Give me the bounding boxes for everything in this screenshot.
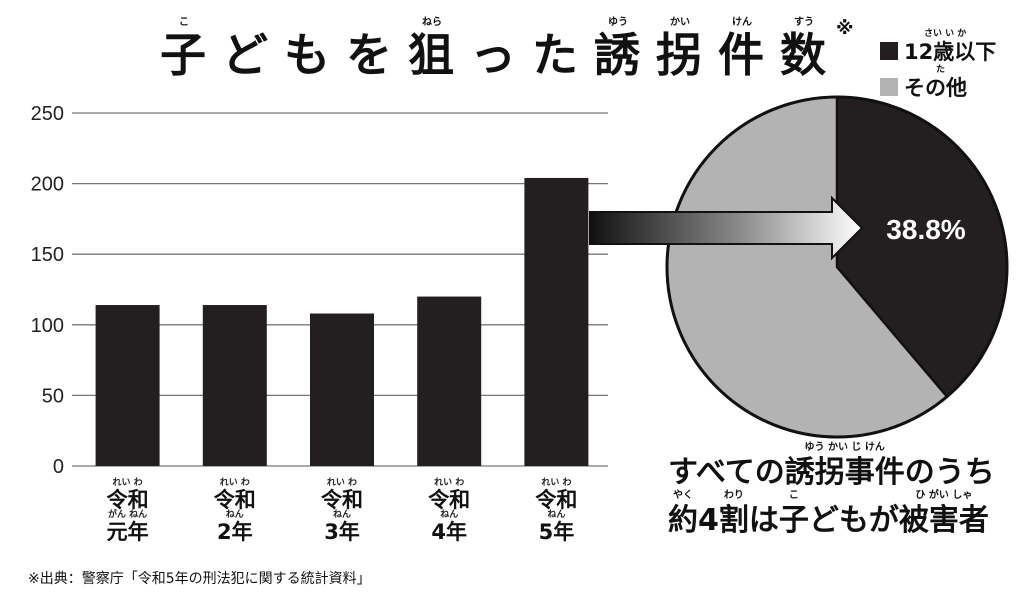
x-tick-ruby: れい わ <box>541 477 571 488</box>
y-tick-label: 0 <box>53 456 64 478</box>
summary-ruby: やく <box>673 490 693 501</box>
title-char: 誘ゆう <box>594 17 642 82</box>
summary-segment: は <box>748 503 779 538</box>
summary-ruby: わり <box>723 490 744 501</box>
pie-chart <box>665 95 1009 439</box>
summary-segment: 被害者ひ がい しゃ <box>898 490 989 538</box>
summary-ruby: ゆう かい じ けん <box>804 442 885 453</box>
title-ruby: けん <box>732 17 752 28</box>
summary-ruby: ひ がい しゃ <box>915 490 973 501</box>
summary-ruby: こ <box>788 490 799 501</box>
y-tick-label: 200 <box>31 174 64 196</box>
summary-segment: 子こ <box>778 490 809 538</box>
title-char: 子こ <box>160 17 208 82</box>
y-tick-label: 150 <box>31 244 64 266</box>
bar <box>310 313 374 466</box>
bar-chart-bars <box>95 177 589 466</box>
bar <box>202 305 267 466</box>
summary-line-2: 約やく 4割 わり は子こどもが被害者ひ がい しゃ <box>668 490 995 538</box>
title-ruby: ねら <box>422 17 442 28</box>
legend-item: 12歳以下 さい い か <box>880 29 997 66</box>
x-tick-label: 令和 <box>321 488 363 512</box>
title-ruby: かい <box>670 17 690 28</box>
bar <box>524 177 589 466</box>
title-char: 拐かい <box>656 17 704 82</box>
summary-segment: のうち <box>904 455 995 490</box>
title-char: 狙ねら <box>408 17 456 82</box>
legend-ruby: さい い か <box>924 29 967 39</box>
title-char: も <box>284 28 332 82</box>
bar-chart-y-axis: 0 50 100 150 200 250 <box>31 103 64 478</box>
x-tick-label: 令和 <box>107 488 149 512</box>
x-tick-label: 令和 <box>214 488 256 512</box>
x-tick-ruby: ねん <box>440 509 458 520</box>
summary-segment: どもが <box>808 503 899 538</box>
x-tick-ruby: れい わ <box>327 477 357 488</box>
title-char: を <box>346 28 394 82</box>
y-tick-label: 100 <box>31 315 64 337</box>
x-tick-ruby: ねん <box>226 509 244 520</box>
bar <box>95 305 160 466</box>
highlight-arrow <box>589 195 864 261</box>
pie-data-label: 38.8% <box>886 214 965 245</box>
x-tick-ruby: れい わ <box>434 477 464 488</box>
source-note: ※出典：警察庁「令和5年の刑法犯に関する統計資料」 <box>28 571 371 587</box>
legend: 12歳以下 さい い かその他た <box>880 29 997 108</box>
legend-label: その他 <box>904 76 967 100</box>
title-char: 件けん <box>718 17 766 82</box>
legend-label: 12歳以下 <box>904 40 997 64</box>
x-tick-label: 4年 <box>431 520 467 544</box>
arrow-shape <box>589 195 864 261</box>
x-tick-ruby: ねん <box>547 509 565 520</box>
y-tick-label: 250 <box>31 103 64 125</box>
title-char: た <box>532 28 580 82</box>
title-ruby: すう <box>794 17 814 28</box>
y-tick-label: 50 <box>42 385 64 407</box>
chart-title: 子こどもを狙ねらった誘ゆう拐かい件けん数すう ※ <box>160 17 854 82</box>
summary-segment: すべての <box>668 455 785 490</box>
x-tick-label: 令和 <box>428 488 470 512</box>
summary-text: すべての誘拐事件 ゆう かい じ けん のうち 約やく 4割 わり は子こどもが被害者ひ … <box>668 442 995 554</box>
x-tick-label: 2年 <box>217 520 253 544</box>
title-ruby: ゆう <box>608 17 628 28</box>
x-tick-label: 令和 <box>535 488 577 512</box>
x-tick-label: 元年 <box>107 520 149 544</box>
summary-line-1: すべての誘拐事件 ゆう かい じ けん のうち <box>668 442 995 490</box>
title-char: ど <box>222 28 270 82</box>
bar <box>417 296 482 466</box>
x-tick-ruby: れい わ <box>113 477 143 488</box>
legend-swatch <box>880 78 898 96</box>
title-note-mark: ※ <box>836 18 854 39</box>
summary-segment: 4 <box>698 503 719 538</box>
x-tick-ruby: ねん <box>333 509 351 520</box>
x-tick-ruby: れい わ <box>220 477 250 488</box>
legend-swatch <box>880 42 898 60</box>
x-tick-ruby: がん ねん <box>108 508 147 520</box>
pie-outline <box>665 95 1009 439</box>
title-char: っ <box>470 28 518 82</box>
summary-segment: 割わり <box>718 490 749 538</box>
title-ruby: こ <box>179 17 189 28</box>
summary-segment: 約やく <box>668 490 698 538</box>
legend-ruby: た <box>936 65 946 75</box>
title-char: 数すう <box>780 17 828 82</box>
x-tick-label: 3年 <box>324 520 360 544</box>
x-tick-label: 5年 <box>539 520 575 544</box>
legend-item: その他た <box>880 65 996 102</box>
summary-segment: 誘拐事件 ゆう かい じ けん <box>784 442 905 490</box>
